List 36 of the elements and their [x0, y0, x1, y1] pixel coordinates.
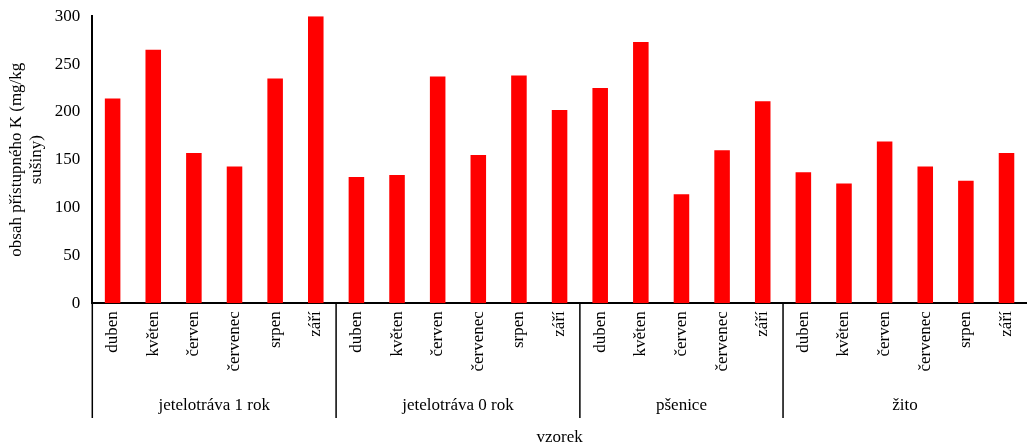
- x-tick-label: srpen: [508, 310, 528, 349]
- y-tick-label: 50: [63, 244, 81, 264]
- y-tick-label: 250: [54, 53, 81, 73]
- x-tick-label: duben: [589, 310, 609, 353]
- x-tick-label: září: [549, 310, 569, 337]
- x-tick-label: červenec: [223, 310, 243, 372]
- x-tick-label: červen: [427, 310, 447, 357]
- x-tick-label: květen: [833, 310, 853, 357]
- x-tick-label: duben: [792, 310, 812, 353]
- y-tick-label: 200: [54, 101, 81, 121]
- y-tick-label: 300: [54, 5, 81, 25]
- x-tick-label: květen: [630, 310, 650, 357]
- x-tick-label: červenec: [467, 310, 487, 372]
- x-tick-label: září: [305, 310, 325, 337]
- x-tick-label: duben: [102, 310, 122, 353]
- text: jetelotráva 0 rok: [401, 395, 515, 415]
- x-axis-title: vzorek: [536, 427, 584, 447]
- x-tick-label: září: [995, 310, 1015, 337]
- x-tick-label: červen: [670, 310, 690, 357]
- x-tick-label: září: [752, 310, 772, 337]
- y-axis-title: obsah přístupného K (mg/kg sušiny): [5, 62, 46, 257]
- text: jetelotráva 1 rok: [157, 395, 271, 415]
- x-tick-label: červenec: [711, 310, 731, 372]
- x-tick-label: květen: [142, 310, 162, 357]
- x-tick-label: červen: [183, 310, 203, 357]
- y-tick-label: 100: [54, 197, 81, 217]
- x-tick-label: srpen: [955, 310, 975, 349]
- y-tick-label: 0: [71, 292, 81, 312]
- x-tick-label: srpen: [264, 310, 284, 349]
- x-tick-label: červen: [874, 310, 894, 357]
- text: pšenice: [655, 395, 707, 415]
- x-tick-label: květen: [386, 310, 406, 357]
- y-tick-label: 150: [54, 149, 81, 169]
- x-tick-label: červenec: [914, 310, 934, 372]
- text: žito: [892, 395, 918, 415]
- x-tick-label: duben: [345, 310, 365, 353]
